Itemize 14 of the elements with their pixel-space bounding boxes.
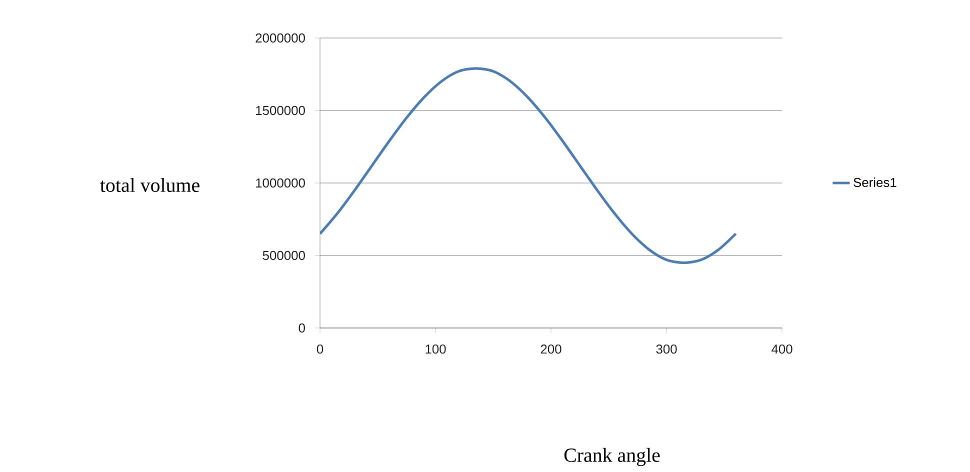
x-tick-label: 300 [656,344,677,354]
y-axis-title: total volume [100,178,200,192]
y-tick-label: 0 [298,323,305,333]
legend-label: Series1 [854,178,896,188]
x-tick-label: 0 [316,344,324,354]
y-tick-label: 1000000 [256,178,305,188]
x-axis-title: Crank angle [564,448,660,466]
x-tick-label: 200 [540,344,562,354]
y-tick-label: 500000 [262,250,305,260]
y-tick-label: 1500000 [256,106,305,116]
x-tick-label: 100 [426,344,446,354]
y-tick-label: 2000000 [256,33,305,43]
x-tick-label: 400 [771,344,792,354]
line-series [320,67,738,264]
